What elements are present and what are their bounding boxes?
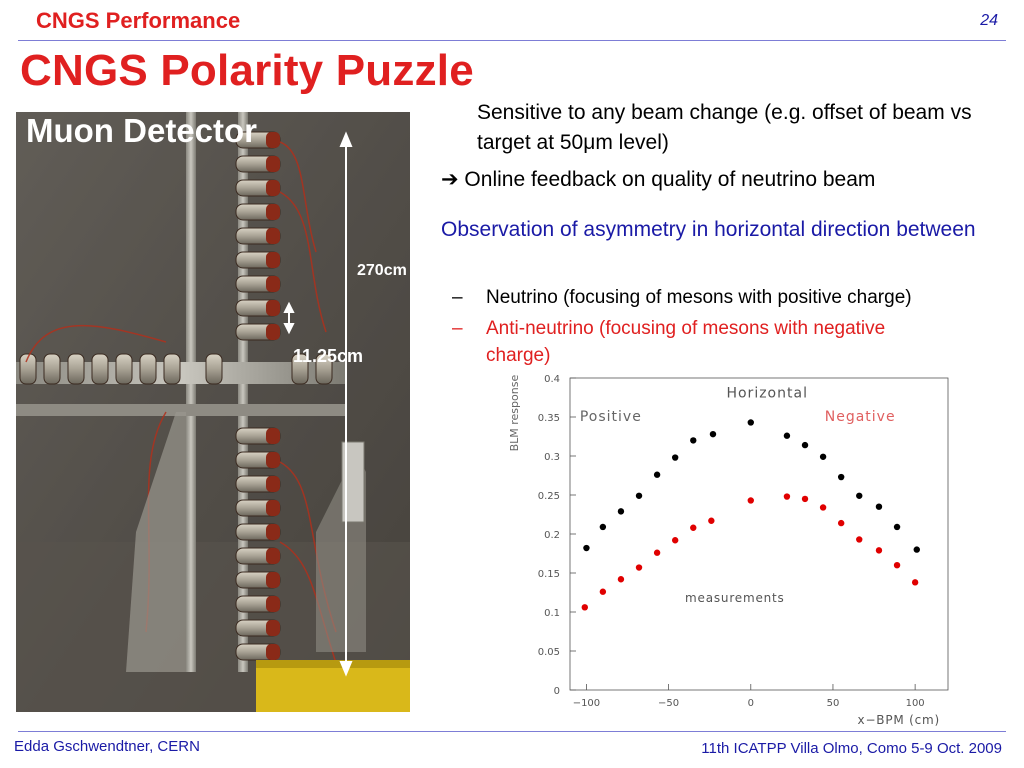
x-tick-label: −100 (573, 698, 600, 709)
footer-author: Edda Gschwendtner, CERN (14, 738, 200, 755)
negative-data-point (747, 497, 754, 504)
x-tick-label: −50 (658, 698, 679, 709)
annotation-negative: Negative (825, 409, 896, 425)
x-tick-label: 100 (906, 698, 925, 709)
data-points (581, 419, 920, 611)
vertical-detector-column (235, 131, 281, 661)
y-tick-label: 0.15 (538, 569, 560, 580)
sub-bullet-neutrino-text: Neutrino (focusing of mesons with positi… (486, 287, 912, 308)
section-title: CNGS Performance (36, 8, 241, 33)
negative-data-point (653, 549, 661, 556)
positive-data-point (856, 492, 863, 499)
negative-data-point (875, 547, 883, 554)
detector-illustration (16, 112, 410, 712)
y-axis-label: BLM response (508, 375, 521, 452)
positive-data-point (709, 430, 717, 438)
positive-data-point (819, 453, 827, 460)
sub-bullet-neutrino: – Neutrino (focusing of mesons with posit… (452, 284, 1012, 311)
y-tick-label: 0.2 (544, 530, 560, 541)
negative-data-point (837, 519, 845, 527)
y-tick-label: 0.3 (544, 452, 560, 463)
annotation-measurements: measurements (685, 591, 785, 605)
annotation-positive: Positive (580, 409, 642, 425)
horizontal-detector-row (19, 353, 333, 385)
y-tick-label: 0 (554, 686, 560, 697)
footer-divider (18, 731, 1006, 732)
x-tick-label: 0 (748, 698, 754, 709)
negative-data-point (911, 579, 919, 586)
spacing-arrow (283, 301, 295, 335)
header-divider (18, 40, 1006, 41)
dash-marker: – (452, 287, 463, 308)
positive-data-point (599, 523, 607, 531)
bullet-online-feedback: ➔ Online feedback on quality of neutrino… (441, 168, 876, 191)
chart-title: Horizontal (726, 386, 807, 402)
positive-data-point (875, 503, 883, 510)
spacing-label: 11.25cm (293, 346, 364, 366)
x-tick-label: 50 (827, 698, 840, 709)
positive-data-point (653, 471, 661, 478)
photo-title: Muon Detector (26, 112, 257, 149)
footer-event: 11th ICATPP Villa Olmo, Como 5-9 Oct. 20… (701, 740, 1002, 757)
y-tick-label: 0.1 (544, 608, 560, 619)
negative-data-point (819, 504, 827, 511)
positive-data-point (583, 544, 590, 552)
y-tick-label: 0.25 (538, 491, 560, 502)
negative-data-point (671, 537, 679, 544)
positive-data-point (690, 437, 697, 444)
bullet-asymmetry: Observation of asymmetry in horizontal d… (441, 218, 976, 241)
positive-data-point (913, 546, 920, 553)
negative-data-point (708, 517, 715, 524)
negative-data-point (617, 576, 625, 583)
negative-data-point (801, 495, 809, 503)
blm-response-chart: 0 0.05 0.1 0.15 0.2 0.25 0.3 0.35 0.4 −100 −50 0 50 1… (498, 368, 958, 730)
sub-bullet-antineutrino-text: Anti-neutrino (focusing of mesons with n… (486, 318, 886, 339)
positive-data-point (801, 441, 809, 449)
negative-data-point (635, 564, 643, 571)
bullet-sensitivity: Sensitive to any beam change (e.g. offse… (477, 101, 972, 154)
negative-data-point (690, 524, 697, 531)
positive-data-point (837, 473, 845, 481)
y-tick-label: 0.35 (538, 413, 560, 424)
positive-data-point (893, 523, 901, 531)
muon-detector-photo (16, 112, 410, 712)
dash-marker: – (452, 318, 463, 339)
positive-data-point (747, 419, 754, 426)
positive-data-point (617, 508, 625, 515)
y-tick-label: 0.4 (544, 374, 560, 385)
positive-data-point (635, 492, 643, 499)
slide-title: CNGS Polarity Puzzle (20, 46, 474, 95)
negative-data-point (599, 588, 607, 595)
x-axis-label: x−BPM (cm) (858, 713, 940, 727)
positive-data-point (671, 454, 679, 461)
axis-ticks: 0 0.05 0.1 0.15 0.2 0.25 0.3 0.35 0.4 −100 −50 0 50 1… (538, 374, 925, 709)
height-label: 270cm (357, 262, 407, 279)
negative-data-point (783, 493, 791, 500)
height-arrow (339, 131, 353, 677)
sub-bullet-antineutrino: – Anti-neutrino (focusing of mesons with … (452, 315, 982, 369)
page-number: 24 (980, 12, 998, 29)
negative-data-point (581, 604, 588, 611)
chart-svg: 0 0.05 0.1 0.15 0.2 0.25 0.3 0.35 0.4 −100 −50 0 50 1… (508, 374, 949, 727)
positive-data-point (783, 432, 791, 439)
negative-data-point (856, 536, 863, 543)
y-tick-label: 0.05 (538, 647, 560, 658)
sub-bullet-antineutrino-cont: charge) (486, 345, 551, 366)
negative-data-point (893, 562, 901, 569)
